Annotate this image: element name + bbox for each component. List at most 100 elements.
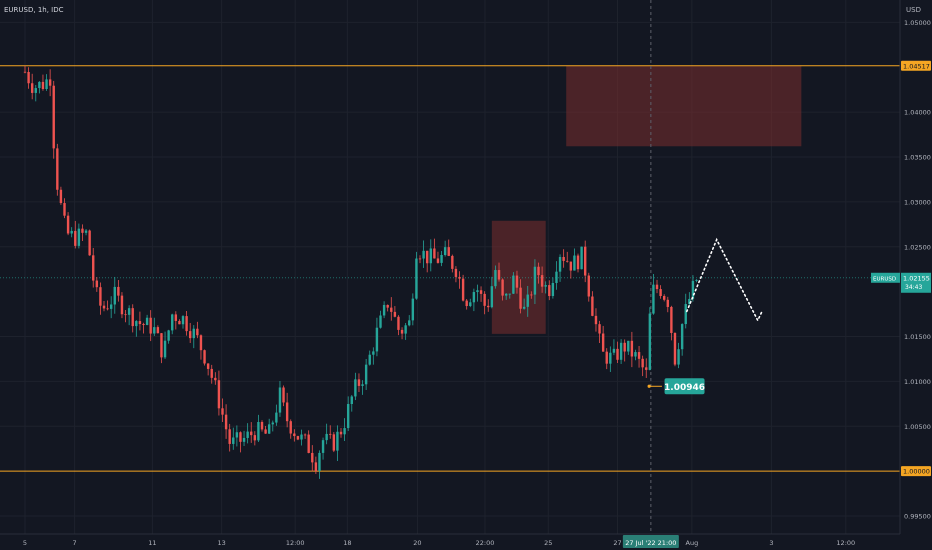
candle-body <box>296 436 300 440</box>
candle-body <box>648 313 652 370</box>
candle-body <box>257 422 260 441</box>
candle-body <box>476 290 479 293</box>
candle-body <box>138 321 142 325</box>
candle-body <box>562 256 565 261</box>
candle-body <box>443 247 447 256</box>
candle-body <box>605 351 608 364</box>
candle-body <box>30 83 34 93</box>
callout-box[interactable] <box>664 378 705 395</box>
y-tick-label: 0.99500 <box>904 513 931 521</box>
candle-body <box>680 324 684 350</box>
projection-path[interactable] <box>685 237 763 323</box>
candle-body <box>253 435 257 441</box>
candle-body <box>84 230 88 233</box>
candle-body <box>285 402 289 422</box>
projection-line[interactable] <box>685 237 763 323</box>
y-tick-label: 1.01000 <box>904 378 931 386</box>
candle-body <box>501 279 504 296</box>
candle-body <box>210 368 213 378</box>
x-tick-label: 18 <box>343 539 351 547</box>
supply-zone <box>491 220 546 334</box>
candle-body <box>314 462 318 471</box>
candle-body <box>375 327 379 352</box>
candle-body <box>336 431 339 451</box>
candle-body <box>630 340 634 357</box>
candle-body <box>566 260 569 262</box>
x-tick-label: 5 <box>23 539 27 547</box>
candle-body <box>81 228 84 233</box>
candle-body <box>52 85 55 149</box>
candle-body <box>221 408 224 415</box>
candle-body <box>135 321 138 327</box>
crosshair-time-badge: 27 Jul '22 21:00 <box>622 535 679 548</box>
candle-body <box>174 314 178 321</box>
candle-body <box>425 250 429 264</box>
candle-body <box>479 290 483 294</box>
candle-body <box>390 307 393 312</box>
candle-body <box>343 428 346 435</box>
x-tick-label: 27 <box>613 539 621 547</box>
candle-body <box>522 306 526 309</box>
candle-body <box>372 351 375 355</box>
candle-body <box>400 329 404 334</box>
candle-body <box>145 317 149 325</box>
candle-body <box>422 250 425 259</box>
candle-body <box>300 434 303 440</box>
candle-body <box>45 79 48 89</box>
time-axis[interactable] <box>0 534 932 550</box>
candle-body <box>494 270 497 287</box>
candle-body <box>311 452 314 463</box>
candle-body <box>519 287 522 309</box>
candle-body <box>662 296 666 300</box>
candle-body <box>436 258 440 263</box>
candle-body <box>361 384 364 386</box>
candle-body <box>293 433 296 437</box>
candle-body <box>408 320 411 326</box>
candle-body <box>666 299 669 307</box>
candle-body <box>271 422 274 425</box>
candle-body <box>99 287 102 306</box>
horizontal-levels[interactable] <box>0 65 900 472</box>
candle-body <box>688 298 691 305</box>
candle-body <box>447 247 450 256</box>
candle-body <box>250 431 253 436</box>
candle-body <box>41 81 45 89</box>
candle-body <box>214 377 217 381</box>
candle-body <box>282 387 285 403</box>
candle-body <box>627 340 630 352</box>
candle-body <box>555 271 558 283</box>
candle-body <box>623 342 626 352</box>
y-tick-label: 1.04000 <box>904 109 931 117</box>
candle-body <box>357 379 361 386</box>
candle-body <box>350 396 353 405</box>
candles <box>23 65 698 479</box>
candle-body <box>92 255 95 281</box>
x-tick-label: 20 <box>413 539 421 547</box>
candle-body <box>619 342 623 360</box>
x-tick-label: 13 <box>218 539 226 547</box>
last-price-countdown: 34:43 <box>905 284 922 291</box>
candle-body <box>120 295 124 315</box>
candle-body <box>483 293 486 306</box>
candle-body <box>659 289 662 297</box>
candle-body <box>178 320 181 325</box>
price-axis[interactable] <box>900 0 932 534</box>
level-badges: 1.04517 1.00000 <box>901 60 931 477</box>
candle-body <box>196 328 199 336</box>
candle-body <box>264 429 267 434</box>
candle-body <box>206 363 210 369</box>
candle-body <box>246 431 249 438</box>
candle-body <box>307 434 310 453</box>
candle-body <box>465 300 468 307</box>
candle-body <box>185 316 188 332</box>
crosshair-time-box <box>622 535 679 548</box>
candle-body <box>397 316 400 330</box>
candle-body <box>232 437 235 444</box>
candle-body <box>379 315 382 328</box>
candle-body <box>580 246 583 270</box>
symbol-title: EURUSD, 1h, IDC <box>4 6 64 14</box>
price-callout[interactable]: 1.00946 <box>647 378 705 395</box>
candle-body <box>239 432 242 442</box>
candle-body <box>544 285 547 287</box>
